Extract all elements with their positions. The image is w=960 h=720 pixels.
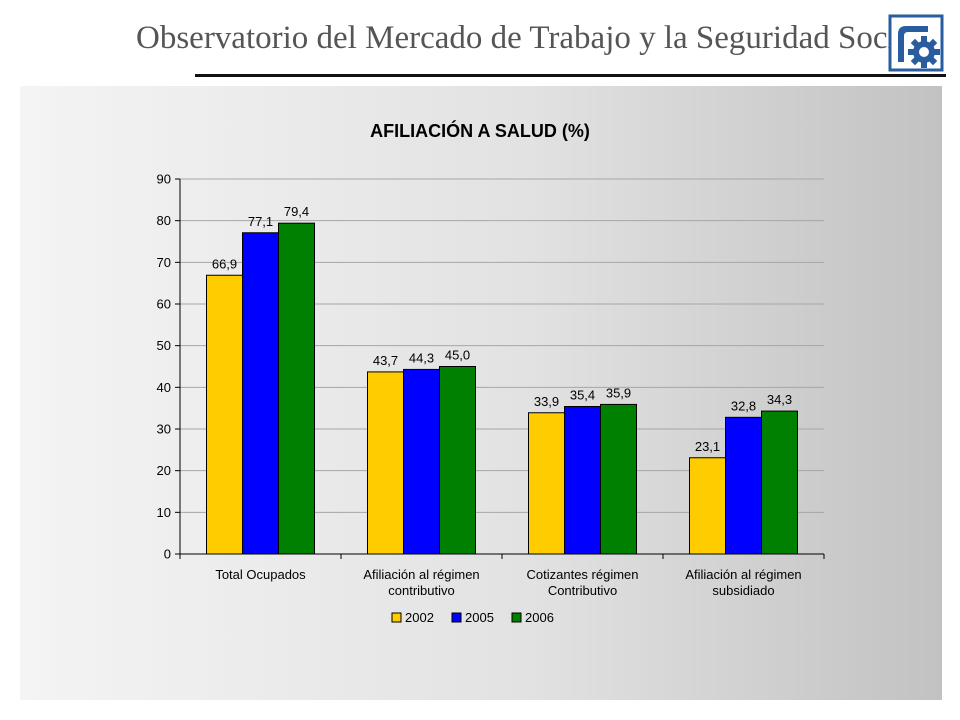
bar: [439, 366, 476, 555]
x-tick-label: Afiliación al régimen: [685, 567, 801, 582]
header-rule-right: [893, 74, 946, 77]
bar: [403, 368, 440, 555]
data-label: 35,9: [606, 385, 631, 400]
header-rule: [195, 74, 893, 77]
chart-panel: [20, 86, 942, 700]
data-label: 66,9: [212, 256, 237, 271]
y-tick-label: 50: [157, 338, 171, 353]
bar: [206, 274, 243, 555]
bar: [367, 371, 404, 555]
bar: [278, 222, 315, 555]
legend-label: 2005: [465, 610, 494, 625]
y-tick-label: 40: [157, 380, 171, 395]
bar: [725, 416, 762, 555]
data-label: 77,1: [248, 214, 273, 229]
data-label: 45,0: [445, 348, 470, 363]
y-tick-label: 30: [157, 422, 171, 437]
data-label: 23,1: [695, 439, 720, 454]
gear-logo-icon: [888, 14, 944, 72]
bar: [761, 410, 798, 555]
data-label: 33,9: [534, 394, 559, 409]
legend-swatch: [451, 612, 462, 623]
data-label: 34,3: [767, 392, 792, 407]
legend-swatch: [511, 612, 522, 623]
y-tick-label: 20: [157, 463, 171, 478]
x-tick-label: Contributivo: [548, 583, 617, 598]
y-tick-label: 90: [157, 172, 171, 187]
x-tick-label: contributivo: [388, 583, 454, 598]
y-tick-label: 0: [164, 547, 171, 562]
header-title: Observatorio del Mercado de Trabajo y la…: [136, 20, 921, 56]
legend-label: 2006: [525, 610, 554, 625]
x-tick-label: subsidiado: [712, 583, 774, 598]
bar: [600, 403, 637, 555]
data-label: 32,8: [731, 398, 756, 413]
y-tick-label: 70: [157, 255, 171, 270]
y-tick-label: 80: [157, 213, 171, 228]
legend-label: 2002: [405, 610, 434, 625]
legend-swatch: [391, 612, 402, 623]
data-label: 79,4: [284, 204, 309, 219]
y-tick-label: 10: [157, 505, 171, 520]
bar: [528, 412, 565, 555]
bar: [564, 406, 601, 555]
data-label: 43,7: [373, 353, 398, 368]
bar: [242, 232, 279, 555]
x-tick-label: Afiliación al régimen: [363, 567, 479, 582]
bar: [689, 457, 726, 555]
y-tick-label: 60: [157, 297, 171, 312]
x-tick-label: Total Ocupados: [215, 567, 306, 582]
data-label: 35,4: [570, 388, 595, 403]
x-tick-label: Cotizantes régimen: [527, 567, 639, 582]
chart-title: AFILIACIÓN A SALUD (%): [370, 121, 590, 141]
data-label: 44,3: [409, 350, 434, 365]
